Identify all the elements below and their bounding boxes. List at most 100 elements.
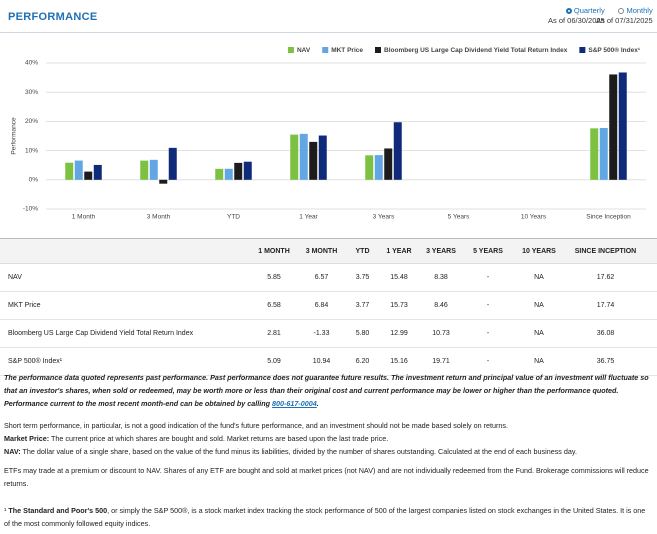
cell: 6.58 [250, 291, 298, 320]
x-tick-label: 3 Month [147, 214, 171, 221]
cell [645, 347, 657, 376]
cell: 12.99 [380, 319, 418, 348]
x-tick-label: 5 Years [448, 214, 470, 221]
footnote-mark: ¹ [4, 506, 9, 515]
column-header: 3 MONTH [298, 238, 345, 264]
cell: 3.77 [345, 291, 380, 320]
cell: 3.75 [345, 263, 380, 292]
frequency-option[interactable]: Quarterly As of 06/30/2025 [548, 6, 605, 26]
x-tick-label: YTD [227, 214, 240, 221]
cell: -1.33 [298, 319, 345, 348]
cell: 2.81 [250, 319, 298, 348]
cell: 15.73 [380, 291, 418, 320]
cell: NA [512, 263, 566, 292]
cell: 5.80 [345, 319, 380, 348]
row-label: NAV [0, 263, 250, 292]
x-tick-label: 1 Year [299, 214, 318, 221]
bar [149, 159, 158, 180]
bar [309, 141, 318, 180]
x-tick-label: 1 Month [72, 214, 96, 221]
y-tick-label: 30% [25, 89, 38, 96]
phone-link[interactable]: 800-617-0004 [271, 399, 317, 408]
column-header: 1 YEAR [380, 238, 418, 264]
frequency-option[interactable]: Monthly As of 07/31/2025 [596, 6, 653, 26]
bar [159, 179, 168, 184]
bar [599, 127, 608, 180]
radio[interactable] [618, 8, 625, 14]
bar [74, 160, 83, 180]
as-of-date: As of 06/30/2025 [548, 16, 605, 25]
definition: NAV: The dollar value of a single share,… [4, 445, 652, 458]
footnote-text: , or simply the S&P 500®, is a stock mar… [4, 506, 646, 528]
term: NAV: [4, 447, 21, 456]
cell: - [464, 319, 512, 348]
cell: NA [512, 347, 566, 376]
option-label: Quarterly [573, 6, 605, 15]
row-label: MKT Price [0, 291, 250, 320]
bar [618, 72, 627, 180]
table-row: Bloomberg US Large Cap Dividend Yield To… [0, 319, 657, 348]
legend-label: Bloomberg US Large Cap Dividend Yield To… [384, 47, 568, 54]
bar [609, 74, 618, 180]
legend: NAV MKT Price Bloomberg US Large Cap Divid… [287, 46, 640, 54]
cell: 10.73 [418, 319, 464, 348]
cell: 6.84 [298, 291, 345, 320]
paragraph: ETFs may trade at a premium or discount … [4, 466, 649, 488]
performance-table: 1 MONTH 3 MONTH YTD 1 YEAR 3 YEARS 5 YEARS 10 … [0, 238, 657, 376]
table-row: NAV 5.85 6.57 3.75 15.48 8.38- NA 17.62 [0, 263, 657, 292]
header-cell [645, 238, 657, 264]
legend-label: NAV [297, 47, 311, 54]
divider [0, 32, 657, 33]
x-tick-label: Since Inception [586, 214, 631, 221]
cell: NA [512, 291, 566, 320]
cell: 36.75 [566, 347, 645, 376]
cell: - [464, 347, 512, 376]
y-axis-label: Performance [11, 117, 18, 155]
option-label: Monthly [626, 6, 653, 15]
legend-swatch [322, 47, 329, 53]
bar [318, 135, 327, 180]
y-tick-label: 20% [25, 118, 38, 125]
bar [365, 155, 374, 180]
legend-swatch [287, 47, 294, 53]
bar [384, 148, 393, 180]
y-tick-label: -10% [23, 206, 38, 213]
chart: Performance -10% 0% 10% 20% 30% 40% 1 Month 3 M… [11, 46, 646, 221]
cell [645, 263, 657, 292]
cell: 8.46 [418, 291, 464, 320]
cell: 6.20 [345, 347, 380, 376]
cell: 19.71 [418, 347, 464, 376]
term: The Standard and Poor's 500 [8, 506, 108, 515]
bar [290, 134, 299, 180]
footnote: ¹ The Standard and Poor's 500, or simply… [4, 504, 652, 530]
term: Market Price: [4, 434, 50, 443]
cell: 15.16 [380, 347, 418, 376]
bar [299, 133, 308, 180]
as-of-date: As of 07/31/2025 [596, 16, 653, 25]
radio[interactable] [565, 8, 572, 14]
cell: 8.38 [418, 263, 464, 292]
legend-label: S&P 500® Index¹ [588, 46, 640, 54]
cell: - [464, 263, 512, 292]
definition: Market Price: The current price at which… [4, 432, 652, 445]
table-row: MKT Price 6.58 6.84 3.77 15.73 8.46- NA 17.74 [0, 291, 657, 320]
header-cell [0, 238, 250, 264]
legend-label: MKT Price [331, 47, 363, 54]
column-header: 1 MONTH [250, 238, 298, 264]
cell: 10.94 [298, 347, 345, 376]
notice-end: . [316, 399, 319, 408]
bar [393, 122, 402, 180]
bar [65, 162, 74, 180]
definition-text: The dollar value of a single share, base… [20, 447, 577, 456]
cell [645, 291, 657, 320]
legend-swatch [579, 47, 586, 53]
cell: 15.48 [380, 263, 418, 292]
bar [93, 164, 102, 180]
bar [234, 162, 243, 180]
bar [215, 168, 224, 180]
bar [84, 171, 93, 180]
x-tick-label: 10 Years [521, 214, 547, 221]
column-header: 3 YEARS [418, 238, 464, 264]
row-label: S&P 500® Index¹ [0, 347, 250, 376]
